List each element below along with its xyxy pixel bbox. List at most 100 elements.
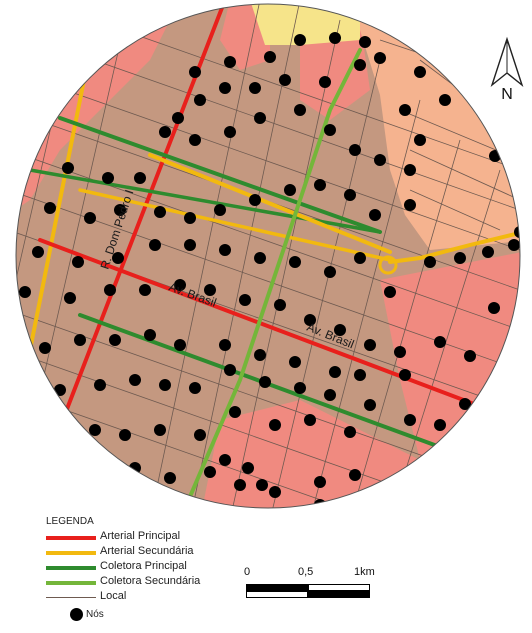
network-node: [364, 399, 376, 411]
network-node: [256, 479, 268, 491]
map-frame: [15, 3, 521, 509]
network-node: [219, 244, 231, 256]
network-node: [439, 94, 451, 106]
network-node: [64, 292, 76, 304]
network-node: [44, 202, 56, 214]
legend-swatch-darkgreen: [46, 566, 96, 570]
network-node: [279, 74, 291, 86]
network-node: [174, 339, 186, 351]
network-node: [319, 76, 331, 88]
arterial-secundaria-center: [148, 153, 392, 254]
network-node: [364, 339, 376, 351]
arterial-secundaria-east: [388, 228, 520, 264]
network-node: [324, 266, 336, 278]
network-node: [289, 256, 301, 268]
network-node: [404, 164, 416, 176]
network-node: [114, 204, 126, 216]
network-node: [394, 346, 406, 358]
legend-swatch-yellow: [46, 551, 96, 555]
network-node: [359, 36, 371, 48]
network-node: [329, 366, 341, 378]
network-node: [224, 126, 236, 138]
network-node: [249, 82, 261, 94]
network-node: [189, 382, 201, 394]
network-node: [264, 51, 276, 63]
network-node: [194, 94, 206, 106]
coletora-principal-mid: [28, 168, 382, 234]
legend-swatch-lightgreen: [46, 581, 96, 585]
network-node: [239, 294, 251, 306]
roundabout: [378, 255, 398, 275]
network-node: [354, 369, 366, 381]
network-node: [184, 239, 196, 251]
network-node: [89, 424, 101, 436]
legend-swatch-local: [46, 597, 96, 598]
network-node: [399, 369, 411, 381]
network-node: [434, 336, 446, 348]
scale-segment-2: [308, 591, 370, 598]
network-node: [62, 162, 74, 174]
network-node: [414, 66, 426, 78]
network-node: [374, 52, 386, 64]
network-node: [84, 212, 96, 224]
network-node: [274, 299, 286, 311]
scale-tick-0: 0: [244, 566, 251, 578]
network-node: [129, 374, 141, 386]
network-node: [354, 59, 366, 71]
network-node: [32, 246, 44, 258]
network-node: [104, 284, 116, 296]
node-icon: [70, 608, 83, 621]
network-node: [454, 252, 466, 264]
network-node: [344, 426, 356, 438]
network-node: [314, 499, 326, 508]
scale-tick-end: 1km: [354, 566, 375, 578]
network-node: [259, 376, 271, 388]
network-node: [154, 424, 166, 436]
network-node: [434, 419, 446, 431]
zone-pink-e: [380, 250, 520, 508]
network-node: [184, 212, 196, 224]
network-node: [149, 239, 161, 251]
network-node: [294, 34, 306, 46]
network-node: [224, 364, 236, 376]
network-node: [204, 284, 216, 296]
network-node: [384, 286, 396, 298]
network-node: [54, 384, 66, 396]
network-node: [139, 284, 151, 296]
network-node: [459, 398, 471, 410]
network-node: [274, 509, 286, 521]
network-node: [72, 256, 84, 268]
network-node: [254, 112, 266, 124]
network-node: [399, 104, 411, 116]
network-node: [414, 134, 426, 146]
network-node: [224, 56, 236, 68]
network-node: [324, 389, 336, 401]
network-node: [374, 154, 386, 166]
network-node: [294, 104, 306, 116]
network-node: [194, 429, 206, 441]
network-node: [314, 179, 326, 191]
map-area: R. Dom Pedro I Av. Brasil Av. Brasil: [16, 4, 520, 521]
network-node: [204, 466, 216, 478]
network-node: [242, 462, 254, 474]
network-node: [508, 239, 520, 251]
network-node: [174, 279, 186, 291]
network-node: [189, 134, 201, 146]
coletora-secundaria: [178, 48, 362, 508]
network-node: [249, 194, 261, 206]
network-node: [219, 82, 231, 94]
network-node: [229, 406, 241, 418]
scale-bar: 0 0,5 1km: [242, 566, 382, 606]
scale-segment-1: [246, 584, 308, 591]
network-node: [172, 112, 184, 124]
network-node: [154, 206, 166, 218]
network-node: [404, 199, 416, 211]
network-node: [269, 419, 281, 431]
network-node: [119, 429, 131, 441]
network-node: [159, 379, 171, 391]
zone-pink-ne-inner: [300, 20, 370, 120]
network-node: [369, 209, 381, 221]
network-node: [94, 379, 106, 391]
network-node: [189, 66, 201, 78]
